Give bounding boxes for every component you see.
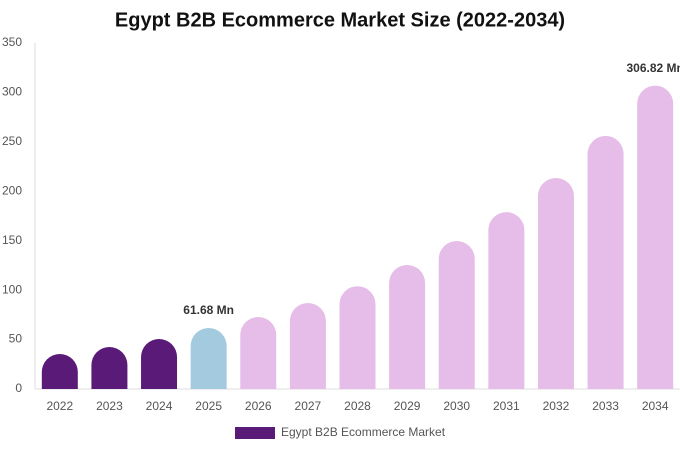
x-tick-label: 2032	[543, 399, 570, 413]
bar	[389, 265, 426, 389]
x-tick-label: 2027	[295, 399, 322, 413]
x-tick-label: 2022	[46, 399, 73, 413]
x-tick-label: 2031	[493, 399, 520, 413]
bar	[637, 85, 674, 389]
x-tick-label: 2034	[642, 399, 669, 413]
bar	[339, 286, 376, 389]
y-tick-label: 300	[2, 85, 22, 99]
bar	[488, 212, 525, 389]
x-tick-label: 2025	[195, 399, 222, 413]
bar	[91, 346, 128, 389]
x-tick-label: 2033	[592, 399, 619, 413]
legend-swatch	[235, 427, 275, 439]
bar	[141, 338, 178, 389]
x-tick-label: 2024	[146, 399, 173, 413]
bar	[587, 135, 624, 389]
bar	[41, 354, 78, 389]
chart-title: Egypt B2B Ecommerce Market Size (2022-20…	[115, 9, 565, 31]
y-tick-label: 350	[2, 35, 22, 49]
x-tick-label: 2023	[96, 399, 123, 413]
bar	[537, 178, 574, 389]
y-tick-label: 0	[15, 381, 22, 395]
bar	[240, 317, 277, 389]
y-tick-label: 50	[9, 332, 23, 346]
x-tick-label: 2029	[394, 399, 421, 413]
legend-label: Egypt B2B Ecommerce Market	[281, 425, 446, 439]
y-tick-label: 200	[2, 183, 22, 197]
x-tick-label: 2028	[344, 399, 371, 413]
y-tick-label: 150	[2, 233, 22, 247]
y-tick-label: 100	[2, 282, 22, 296]
x-tick-label: 2030	[443, 399, 470, 413]
bar	[289, 302, 326, 389]
value-label: 61.68 Mn	[183, 303, 234, 317]
value-label: 306.82 Mn	[627, 61, 680, 75]
x-tick-label: 2026	[245, 399, 272, 413]
bar	[438, 241, 475, 389]
y-tick-label: 250	[2, 134, 22, 148]
bar	[190, 328, 227, 389]
